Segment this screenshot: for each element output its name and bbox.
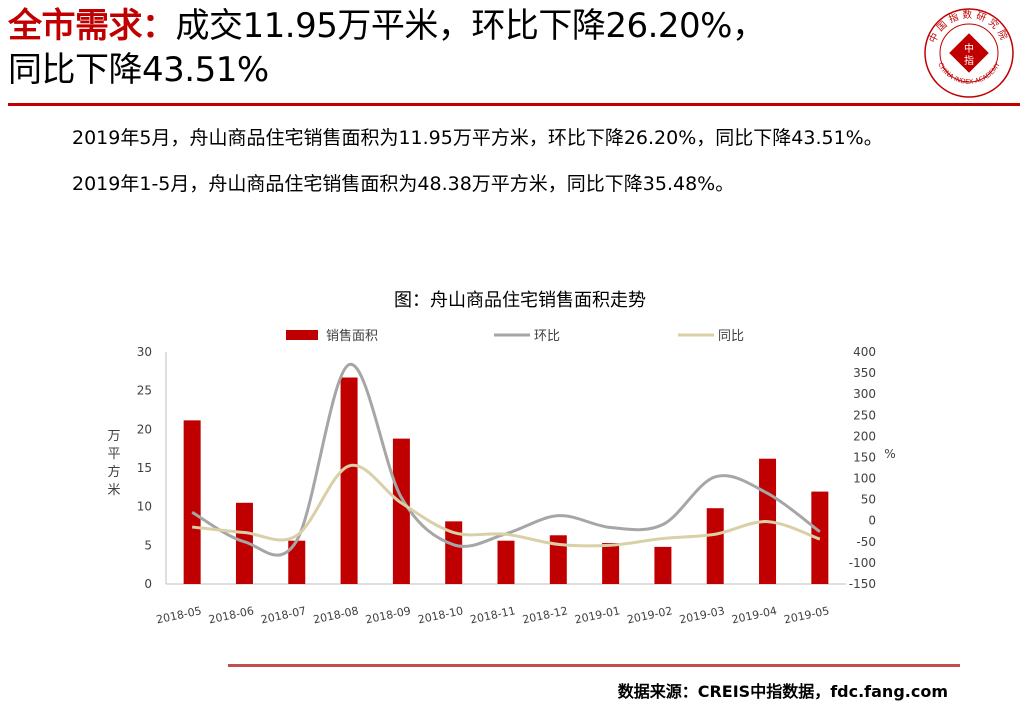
legend-label: 销售面积 xyxy=(326,328,378,344)
legend-swatch-bar xyxy=(286,330,318,340)
left-axis-label-char: 平 xyxy=(107,447,120,462)
x-tick-label: 2018-07 xyxy=(260,604,308,626)
x-tick-label: 2018-12 xyxy=(521,604,569,626)
body-text: 2019年5月，舟山商品住宅销售面积为11.95万平方米，环比下降26.20%，… xyxy=(36,118,1011,204)
bar-sales-area xyxy=(602,543,620,584)
x-tick-label: 2018-10 xyxy=(417,604,465,626)
bar-sales-area xyxy=(497,540,515,584)
bar-sales-area xyxy=(654,546,672,584)
bar-sales-area xyxy=(445,521,463,584)
x-tick-label: 2019-05 xyxy=(783,604,831,626)
logo-center-top: 中 xyxy=(964,42,974,55)
x-tick-label: 2018-11 xyxy=(469,604,517,626)
left-tick-label: 30 xyxy=(137,345,152,359)
bar-sales-area xyxy=(288,540,306,584)
right-tick-label: 0 xyxy=(868,514,876,528)
left-tick-label: 20 xyxy=(137,422,152,436)
left-tick-label: 15 xyxy=(137,461,152,475)
paragraph-ytd: 2019年1-5月，舟山商品住宅销售面积为48.38万平方米，同比下降35.48… xyxy=(72,173,735,195)
right-tick-label: 350 xyxy=(853,366,876,380)
right-axis-label: % xyxy=(884,447,895,461)
legend-label: 同比 xyxy=(718,329,744,344)
chart-container: 图：舟山商品住宅销售面积走势 0 5 10 15 20 25 30 -150 -100 -50 0 5… xyxy=(90,282,910,632)
right-tick-label: -50 xyxy=(856,535,876,549)
line-mom xyxy=(191,363,821,557)
right-tick-label: 150 xyxy=(853,450,876,464)
title-line-2: 同比下降43.51% xyxy=(8,50,269,90)
area-trend-chart: 0 5 10 15 20 25 30 -150 -100 -50 0 50 100 150 200 250 30… xyxy=(107,328,895,626)
left-tick-label: 25 xyxy=(137,384,152,398)
bar-sales-area xyxy=(340,377,358,584)
right-tick-label: 400 xyxy=(853,345,876,359)
bar-sales-area xyxy=(183,420,201,584)
bar-sales-area xyxy=(392,438,410,584)
data-source: 数据来源：CREIS中指数据，fdc.fang.com xyxy=(617,682,948,701)
bar-sales-area xyxy=(235,502,253,584)
paragraph-monthly: 2019年5月，舟山商品住宅销售面积为11.95万平方米，环比下降26.20%，… xyxy=(72,127,883,149)
left-tick-label: 0 xyxy=(144,577,152,591)
right-tick-label: 250 xyxy=(853,408,876,422)
right-tick-label: 300 xyxy=(853,387,876,401)
line-yoy xyxy=(191,463,821,548)
right-tick-label: -150 xyxy=(849,577,876,591)
bar-sales-area xyxy=(706,508,724,584)
x-tick-label: 2018-06 xyxy=(207,604,255,626)
china-index-academy-logo: 中国指数研究院 CHINA INDEX ACADEMY 中 指 xyxy=(924,8,1014,98)
right-tick-label: 200 xyxy=(853,429,876,443)
x-tick-label: 2018-05 xyxy=(155,604,203,626)
left-tick-label: 5 xyxy=(144,538,152,552)
right-tick-label: 50 xyxy=(861,493,876,507)
x-tick-label: 2018-09 xyxy=(364,604,412,626)
title-line-1: 全市需求：成交11.95万平米，环比下降26.20%， xyxy=(8,4,908,48)
x-tick-label: 2019-03 xyxy=(678,604,726,626)
right-tick-label: -100 xyxy=(849,556,876,570)
x-tick-label: 2019-02 xyxy=(626,604,674,626)
title-block: 全市需求：成交11.95万平米，环比下降26.20%， 同比下降43.51% xyxy=(8,4,908,92)
left-axis-label-char: 万 xyxy=(107,429,120,444)
chart-title: 图：舟山商品住宅销售面积走势 xyxy=(394,290,646,311)
left-axis-label-char: 米 xyxy=(107,483,120,498)
x-tick-label: 2019-04 xyxy=(730,604,778,626)
x-tick-label: 2019-01 xyxy=(574,604,622,626)
x-tick-label: 2018-08 xyxy=(312,604,360,626)
footer-rule xyxy=(228,664,960,667)
title-text: 成交11.95万平米，环比下降26.20%， xyxy=(175,6,766,46)
header-rule xyxy=(8,103,1020,106)
left-axis-label-char: 方 xyxy=(107,464,120,480)
right-tick-label: 100 xyxy=(853,472,876,486)
left-tick-label: 10 xyxy=(137,500,152,514)
logo-center-bottom: 指 xyxy=(964,54,974,67)
bar-sales-area xyxy=(549,535,567,584)
title-highlight: 全市需求： xyxy=(8,6,176,46)
legend-label: 环比 xyxy=(534,329,560,344)
